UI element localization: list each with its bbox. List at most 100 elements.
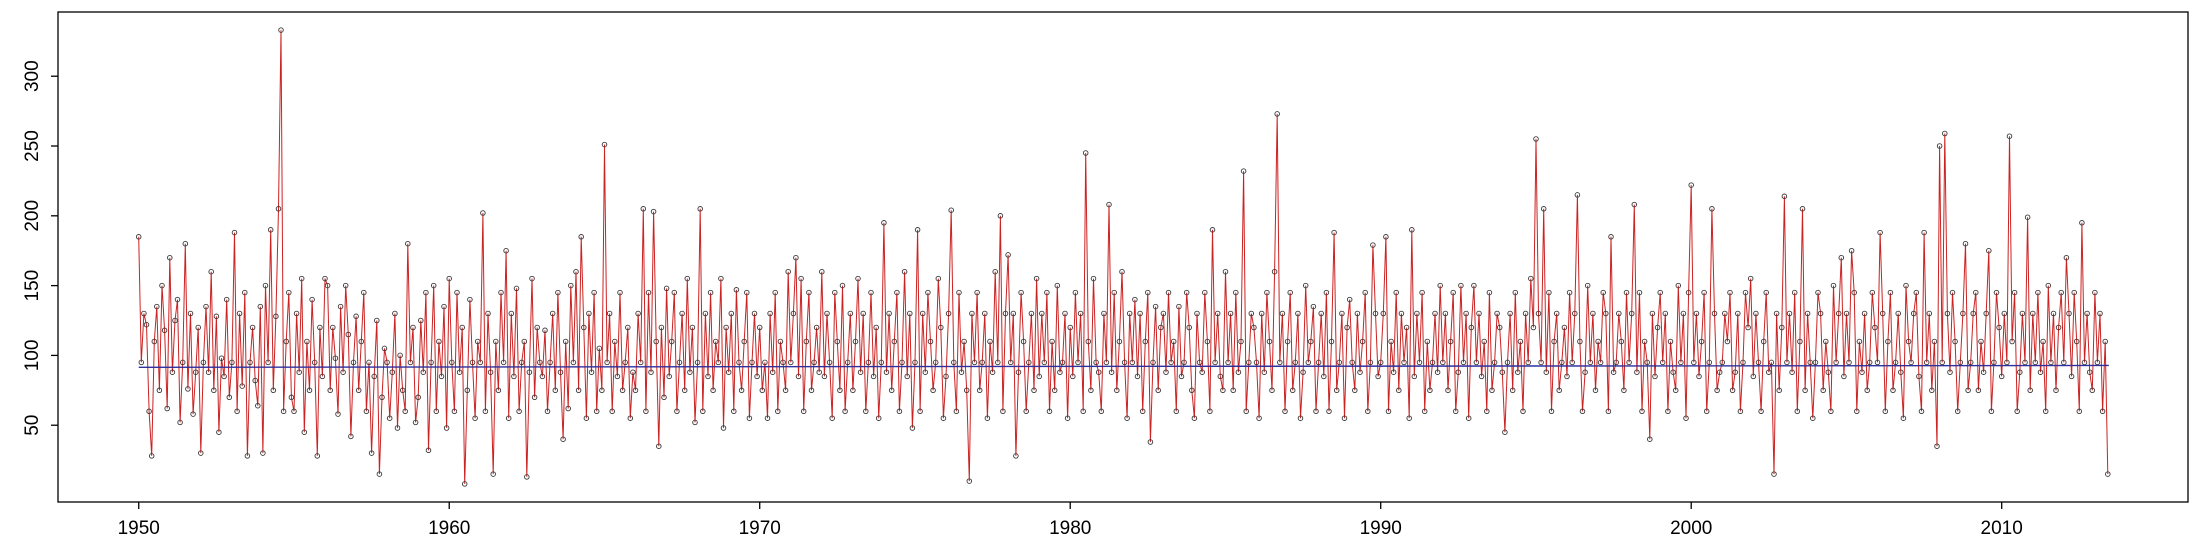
data-point-marker bbox=[1126, 310, 1133, 317]
data-point-marker bbox=[865, 359, 872, 366]
data-point-marker bbox=[2019, 310, 2026, 317]
data-point-marker bbox=[1370, 242, 1376, 248]
data-point-marker bbox=[275, 206, 282, 212]
data-point-marker bbox=[1093, 359, 1099, 366]
data-point-marker bbox=[705, 373, 711, 380]
data-point-marker bbox=[1026, 359, 1032, 366]
data-point-marker bbox=[459, 324, 465, 331]
data-point-marker bbox=[832, 289, 838, 296]
data-point-marker bbox=[1121, 359, 1128, 366]
data-point-marker bbox=[723, 324, 729, 331]
data-point-marker bbox=[368, 450, 375, 456]
data-point-marker bbox=[539, 373, 546, 380]
data-point-marker bbox=[1835, 310, 1842, 317]
data-point-marker bbox=[151, 338, 158, 345]
data-point-marker bbox=[971, 359, 978, 366]
data-point-marker bbox=[247, 359, 253, 366]
data-point-marker bbox=[1106, 201, 1112, 208]
data-point-marker bbox=[487, 369, 494, 375]
data-point-marker bbox=[1098, 408, 1105, 415]
data-point-marker bbox=[1812, 359, 1819, 366]
series-line bbox=[138, 30, 2109, 484]
data-point-marker bbox=[1251, 324, 1257, 331]
data-point-marker bbox=[1478, 373, 1485, 380]
x-axis: 1950 1960 1970 1980 1990 2000 2010 bbox=[118, 502, 2023, 539]
data-point-marker bbox=[1189, 387, 1195, 394]
data-point-marker bbox=[1750, 373, 1757, 380]
data-point-marker bbox=[1339, 310, 1345, 317]
data-point-marker bbox=[899, 359, 905, 366]
data-point-marker bbox=[1621, 387, 1627, 394]
data-point-marker bbox=[1926, 310, 1933, 317]
data-point-marker bbox=[824, 310, 830, 317]
data-point-marker bbox=[1440, 359, 1446, 366]
data-point-marker bbox=[1437, 282, 1443, 289]
data-point-marker bbox=[1856, 338, 1863, 345]
data-point-marker bbox=[596, 345, 603, 352]
data-point-marker bbox=[1551, 338, 1557, 345]
data-point-marker bbox=[1515, 369, 1521, 375]
data-point-marker bbox=[1481, 338, 1487, 345]
data-point-marker bbox=[1284, 338, 1291, 345]
data-point-marker bbox=[1595, 338, 1601, 345]
data-point-marker bbox=[679, 310, 685, 317]
data-point-marker bbox=[355, 387, 362, 394]
data-point-marker bbox=[1603, 310, 1609, 317]
data-point-marker bbox=[1240, 168, 1247, 174]
data-point-marker bbox=[1535, 310, 1542, 317]
data-point-marker bbox=[1908, 359, 1914, 366]
data-point-marker bbox=[1872, 324, 1878, 331]
data-point-marker bbox=[1846, 359, 1852, 366]
data-point-marker bbox=[1173, 408, 1180, 415]
data-point-marker bbox=[226, 394, 233, 401]
data-point-marker bbox=[1341, 415, 1348, 421]
data-point-marker bbox=[599, 387, 605, 394]
data-point-marker bbox=[1854, 408, 1860, 415]
data-point-marker bbox=[1773, 310, 1780, 317]
data-point-marker bbox=[156, 387, 163, 394]
data-point-marker bbox=[1044, 289, 1050, 296]
data-point-marker bbox=[464, 387, 471, 394]
data-point-marker bbox=[283, 338, 289, 345]
data-point-marker bbox=[656, 443, 662, 449]
data-point-marker bbox=[516, 408, 522, 415]
data-point-marker bbox=[1688, 182, 1694, 188]
data-point-marker bbox=[1020, 338, 1027, 345]
data-point-marker bbox=[560, 436, 566, 442]
x-tick-label: 1960 bbox=[428, 518, 470, 539]
data-point-marker bbox=[1202, 289, 1208, 296]
data-point-marker bbox=[1209, 227, 1216, 233]
data-point-marker bbox=[485, 310, 491, 317]
data-point-marker bbox=[1139, 408, 1146, 415]
data-point-marker bbox=[1543, 369, 1550, 375]
data-point-marker bbox=[2055, 324, 2062, 331]
data-point-marker bbox=[1634, 369, 1640, 375]
data-point-marker bbox=[878, 359, 885, 366]
data-point-marker bbox=[1716, 369, 1723, 375]
data-point-marker bbox=[257, 303, 264, 310]
data-point-marker bbox=[1005, 252, 1011, 258]
data-point-marker bbox=[1665, 408, 1671, 415]
data-point-marker bbox=[1631, 201, 1638, 208]
data-point-marker bbox=[842, 408, 848, 415]
data-point-marker bbox=[252, 377, 258, 384]
data-point-marker bbox=[1833, 359, 1839, 366]
data-point-marker bbox=[511, 373, 517, 380]
data-point-marker bbox=[1538, 359, 1544, 366]
data-point-marker bbox=[392, 310, 398, 317]
data-point-marker bbox=[1289, 387, 1296, 394]
data-point-marker bbox=[850, 387, 856, 394]
data-point-marker bbox=[1277, 359, 1283, 366]
data-point-marker bbox=[1841, 373, 1847, 380]
data-point-marker bbox=[1489, 387, 1495, 394]
data-point-marker bbox=[1786, 310, 1793, 317]
data-point-marker bbox=[627, 415, 634, 421]
data-point-marker bbox=[857, 369, 864, 375]
data-point-marker bbox=[1186, 324, 1192, 331]
data-point-marker bbox=[2076, 408, 2083, 415]
data-point-marker bbox=[987, 338, 993, 345]
data-point-marker bbox=[1512, 289, 1519, 296]
data-point-marker bbox=[386, 415, 393, 421]
data-point-marker bbox=[676, 359, 683, 366]
